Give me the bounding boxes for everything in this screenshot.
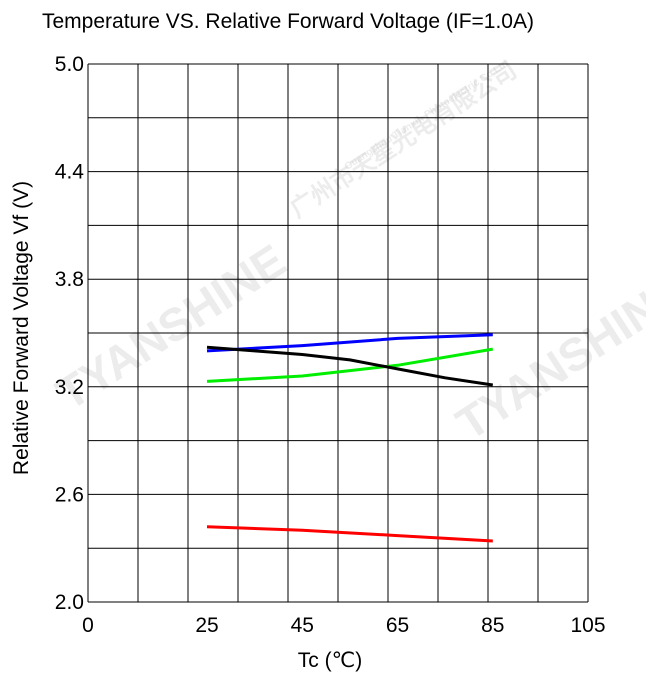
x-tick-label: 105	[570, 614, 605, 637]
x-tick-label: 0	[82, 614, 94, 637]
series-line-2	[206, 345, 494, 387]
x-tick-label: 85	[481, 614, 504, 637]
y-tick-label: 2.0	[55, 591, 84, 614]
x-tick-label: 45	[291, 614, 314, 637]
chart-title: Temperature VS. Relative Forward Voltage…	[42, 10, 534, 33]
y-tick-label: 2.6	[55, 483, 84, 506]
y-tick-label: 4.4	[55, 161, 85, 184]
series-line-1	[206, 347, 494, 383]
x-axis-label: Tc (℃)	[297, 649, 363, 672]
series-line-0	[206, 333, 493, 353]
y-tick-label: 3.8	[55, 268, 84, 291]
y-tick-label: 3.2	[55, 376, 84, 399]
x-tick-label: 25	[195, 614, 218, 637]
series-line-3	[206, 525, 493, 543]
x-tick-label: 65	[386, 614, 409, 637]
y-tick-label: 5.0	[55, 53, 84, 76]
